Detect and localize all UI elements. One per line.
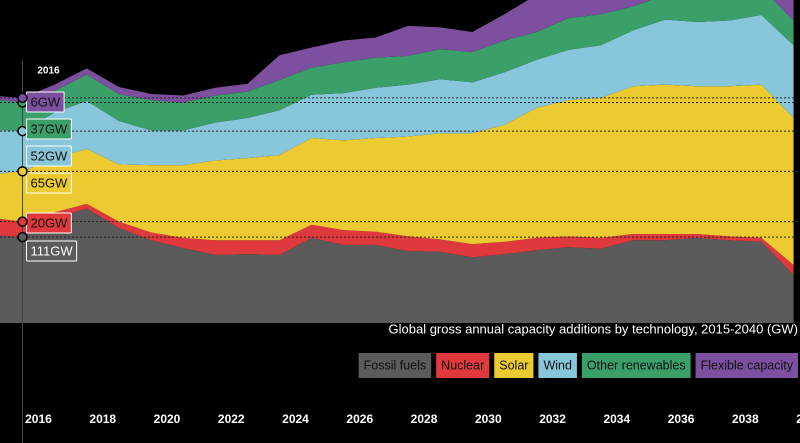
area <box>0 0 794 132</box>
legend-label: Fossil fuels <box>364 358 427 372</box>
tooltip-marker <box>17 125 28 137</box>
x-tick-label: 2022 <box>218 412 245 426</box>
x-tick-label: 2026 <box>346 412 373 426</box>
x-tick-label: 2038 <box>732 412 759 426</box>
tooltip-label: 52GW <box>30 148 68 163</box>
legend-label: Other renewables <box>587 358 686 372</box>
legend-box <box>581 353 691 378</box>
area <box>0 0 794 103</box>
area <box>0 84 794 265</box>
tooltip-year: 2016 <box>37 66 60 77</box>
legend-label: Nuclear <box>441 358 484 372</box>
area <box>0 208 794 323</box>
plot <box>0 0 794 323</box>
x-tick-label: 2020 <box>154 412 181 426</box>
legend-box <box>436 353 490 378</box>
area <box>0 203 794 276</box>
tooltip-label-box <box>25 91 65 113</box>
x-tick-label: 2030 <box>475 412 502 426</box>
tooltip-label: 65GW <box>30 175 68 190</box>
tooltip-label-box <box>25 145 72 167</box>
legend-box <box>695 353 798 378</box>
legend-box <box>494 353 534 378</box>
tooltip-label: 20GW <box>30 215 68 230</box>
legend-label: Solar <box>499 358 528 372</box>
x-tick-label: 2034 <box>603 412 630 426</box>
tooltip-label: 111GW <box>30 243 73 258</box>
chart-title: Global gross annual capacity additions b… <box>389 321 799 336</box>
tooltip-label-box <box>25 172 72 194</box>
tooltip-label-box <box>25 118 72 140</box>
tooltip-label: 37GW <box>30 121 68 136</box>
x-tick-label: 2028 <box>411 412 438 426</box>
tooltip-marker <box>17 216 28 227</box>
x-tick-label: 2032 <box>539 412 566 426</box>
x-tick-label: 2036 <box>668 412 695 426</box>
tooltip-marker <box>17 166 28 177</box>
x-tick-label: 2024 <box>282 412 309 426</box>
tooltip-marker <box>17 92 28 104</box>
x-tick-label: 2040 <box>796 412 800 426</box>
legend-box <box>358 353 432 378</box>
area <box>0 15 794 174</box>
tooltip-label-box <box>25 240 78 262</box>
legend-label: Wind <box>543 358 572 372</box>
legend-box <box>538 353 577 378</box>
legend-label: Flexible capacity <box>701 358 794 372</box>
x-tick-label: 2016 <box>25 412 52 426</box>
tooltip-label: 6GW <box>30 94 60 109</box>
tooltip-marker <box>17 231 28 243</box>
x-tick-label: 2018 <box>89 412 116 426</box>
